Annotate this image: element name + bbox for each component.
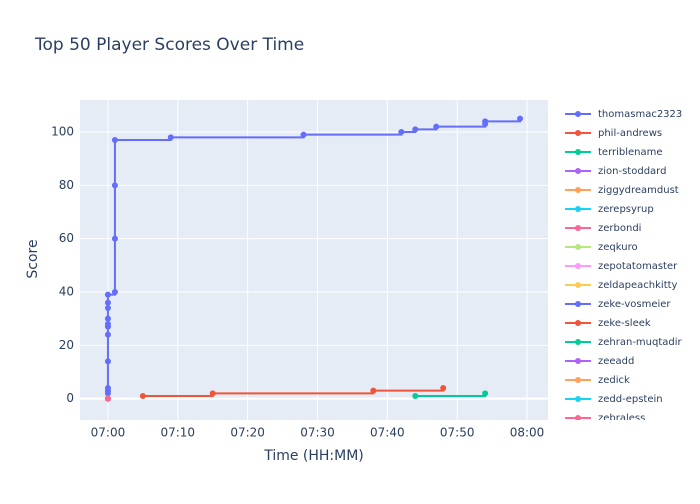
marker	[104, 395, 111, 402]
marker	[440, 385, 447, 391]
legend-marker	[575, 187, 581, 193]
legend-label: zion-stoddard	[598, 166, 666, 177]
legend-label: thomasmac2323	[598, 109, 682, 120]
legend-marker	[575, 149, 581, 155]
marker	[139, 393, 146, 399]
legend-marker	[575, 377, 581, 383]
legend-marker	[575, 339, 581, 345]
marker	[517, 115, 524, 122]
legend-marker	[575, 415, 581, 420]
legend-label: zeke-sleek	[598, 318, 651, 329]
marker	[482, 390, 489, 397]
legend-marker	[575, 130, 581, 136]
legend-label: zehran-muqtadir	[598, 337, 683, 348]
legend-marker	[575, 301, 581, 307]
marker	[209, 390, 216, 397]
legend-label: zeqkuro	[598, 242, 638, 253]
marker	[104, 385, 111, 391]
marker	[398, 129, 405, 135]
marker	[412, 393, 419, 399]
marker	[104, 315, 111, 322]
x-axis-title: Time (HH:MM)	[263, 448, 364, 464]
marker	[104, 331, 111, 338]
legend-marker	[575, 358, 581, 364]
marker	[104, 299, 111, 306]
legend-marker	[575, 282, 581, 288]
marker	[433, 123, 440, 130]
marker	[111, 235, 118, 242]
x-tick-label: 07:40	[370, 426, 405, 440]
y-tick-label: 20	[59, 338, 74, 352]
legend-marker	[575, 206, 581, 212]
legend-label: zedd-epstein	[598, 394, 663, 405]
legend-label: zerbondi	[598, 223, 641, 234]
y-tick-label: 40	[59, 285, 74, 299]
x-tick-label: 07:30	[300, 426, 335, 440]
x-tick-label: 07:10	[160, 426, 195, 440]
legend-marker	[575, 168, 581, 174]
legend-marker	[575, 225, 581, 231]
legend-marker	[575, 396, 581, 402]
x-tick-label: 07:00	[91, 426, 126, 440]
marker	[104, 291, 111, 298]
legend-label: zedick	[598, 375, 630, 386]
y-axis-title: Score	[25, 239, 41, 278]
marker	[111, 182, 118, 189]
legend-label: ziggydreamdust	[598, 185, 679, 196]
marker	[167, 134, 174, 141]
legend-marker	[575, 263, 581, 269]
legend-label: zeldapeachkitty	[598, 280, 678, 291]
marker	[111, 289, 118, 295]
y-tick-label: 100	[51, 125, 74, 139]
marker	[300, 131, 307, 138]
legend-label: zeeadd	[598, 356, 634, 367]
legend-label: terriblename	[598, 147, 663, 158]
legend-label: zeke-vosmeier	[598, 299, 671, 310]
legend-label: zepotatomaster	[598, 261, 678, 272]
legend-marker	[575, 320, 581, 326]
plot-area	[80, 100, 548, 420]
legend-label: zebraless	[598, 413, 645, 424]
marker	[104, 321, 111, 327]
marker	[111, 137, 118, 143]
marker	[482, 118, 489, 125]
y-tick-label: 0	[66, 391, 74, 405]
x-tick-label: 07:20	[230, 426, 265, 440]
legend-marker	[575, 111, 581, 117]
y-tick-label: 80	[59, 178, 74, 192]
marker	[370, 387, 377, 394]
x-tick-label: 07:50	[440, 426, 475, 440]
marker	[104, 305, 111, 311]
chart-title: Top 50 Player Scores Over Time	[34, 35, 304, 55]
legend-marker	[575, 244, 581, 250]
legend-label: zerepsyrup	[598, 204, 654, 215]
x-tick-label: 08:00	[510, 426, 545, 440]
y-tick-label: 60	[59, 231, 74, 245]
marker	[412, 126, 419, 133]
marker	[104, 358, 111, 365]
legend-label: phil-andrews	[598, 128, 662, 139]
